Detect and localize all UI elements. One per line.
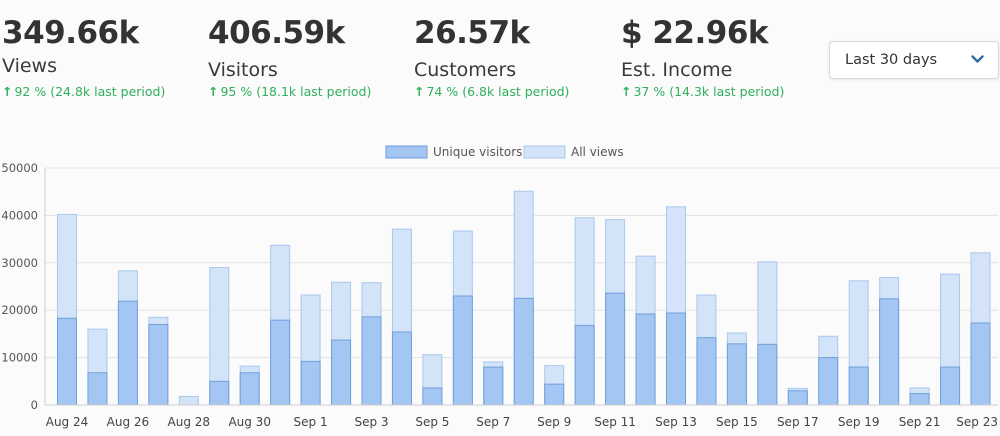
- stat-customers: 26.57k Customers ↑ 74 % (6.8k last period…: [414, 14, 569, 100]
- stat-change-text: 74 % (6.8k last period): [426, 84, 570, 99]
- bar-unique-visitors: [483, 366, 504, 406]
- bar-unique-visitors: [300, 360, 321, 406]
- bar-unique-visitors: [666, 312, 686, 406]
- bar-unique-visitors: [422, 387, 443, 406]
- y-tick-label: 20000: [1, 303, 38, 317]
- legend-label: Unique visitors: [433, 145, 522, 159]
- bar-all-views: [178, 395, 199, 406]
- y-tick-label: 10000: [1, 351, 38, 365]
- x-tick-label: Sep 3: [354, 415, 388, 429]
- bar-unique-visitors: [848, 366, 869, 406]
- bar-unique-visitors: [270, 319, 291, 406]
- stat-value: 26.57k: [414, 15, 530, 51]
- bar-unique-visitors: [879, 298, 900, 406]
- bar-unique-visitors: [635, 313, 656, 406]
- stat-change: ↑ 37 % (14.3k last period): [621, 84, 784, 100]
- stat-value: 349.66k: [2, 15, 139, 51]
- bar-unique-visitors: [818, 357, 839, 406]
- x-tick-label: Sep 9: [537, 415, 571, 429]
- x-tick-label: Aug 24: [46, 415, 89, 429]
- stat-value: 406.59k: [208, 15, 345, 51]
- arrow-up-icon: ↑: [2, 84, 13, 99]
- stat-label: Views: [2, 55, 57, 77]
- stat-visitors: 406.59k Visitors ↑ 95 % (18.1k last perio…: [208, 14, 371, 100]
- x-tick-label: Sep 17: [777, 415, 819, 429]
- x-tick-label: Sep 13: [655, 415, 697, 429]
- x-tick-label: Aug 30: [228, 415, 271, 429]
- stat-income: $ 22.96k Est. Income ↑ 37 % (14.3k last p…: [621, 14, 784, 100]
- stat-change-text: 92 % (24.8k last period): [14, 84, 166, 99]
- stat-label: Customers: [414, 59, 517, 81]
- bar-unique-visitors: [940, 366, 961, 406]
- bar-unique-visitors: [117, 300, 138, 406]
- series-unique-visitors: [57, 292, 991, 406]
- bar-unique-visitors: [331, 339, 352, 406]
- bar-unique-visitors: [361, 316, 382, 406]
- x-tick-label: Sep 15: [716, 415, 758, 429]
- legend-item-all-views[interactable]: All views: [523, 145, 624, 159]
- x-tick-label: Aug 26: [107, 415, 150, 429]
- y-tick-label: 40000: [1, 208, 38, 222]
- y-tick-label: 50000: [1, 161, 38, 175]
- bar-unique-visitors: [148, 323, 169, 406]
- bar-unique-visitors: [544, 383, 565, 406]
- stat-change: ↑ 95 % (18.1k last period): [208, 84, 371, 100]
- bar-unique-visitors: [513, 297, 534, 406]
- bar-unique-visitors: [970, 322, 991, 406]
- bar-chart: Unique visitors All views 0 10000 20000 3000…: [1, 145, 998, 429]
- bar-unique-visitors: [757, 343, 778, 406]
- legend-swatch: [385, 145, 428, 159]
- x-tick-label: Sep 1: [294, 415, 328, 429]
- y-axis: 0 10000 20000 30000 40000 50000: [1, 161, 46, 412]
- bar-unique-visitors: [909, 393, 930, 406]
- x-tick-label: Sep 21: [899, 415, 941, 429]
- x-tick-label: Aug 28: [168, 415, 211, 429]
- stat-views: 349.66k Views ↑ 92 % (24.8k last period): [2, 14, 165, 100]
- chevron-down-icon: [971, 55, 984, 63]
- x-tick-label: Sep 23: [956, 415, 998, 429]
- bar-unique-visitors: [574, 324, 595, 406]
- bar-unique-visitors: [391, 331, 412, 406]
- bar-unique-visitors: [696, 337, 717, 406]
- date-range-select[interactable]: Last 30 days: [829, 41, 999, 79]
- arrow-up-icon: ↑: [621, 84, 632, 99]
- legend-label: All views: [571, 145, 624, 159]
- stat-label: Est. Income: [621, 59, 733, 81]
- legend-item-unique-visitors[interactable]: Unique visitors: [385, 145, 522, 159]
- bar-unique-visitors: [57, 317, 77, 406]
- stat-change: ↑ 74 % (6.8k last period): [414, 84, 569, 100]
- x-axis: Aug 24 Aug 26 Aug 28 Aug 30 Sep 1 Sep 3 Sep 5 S…: [45, 404, 998, 429]
- stat-label: Visitors: [208, 59, 278, 81]
- legend-swatch: [523, 145, 566, 159]
- bar-unique-visitors: [787, 390, 808, 406]
- stat-change-text: 37 % (14.3k last period): [633, 84, 785, 99]
- date-range-value: Last 30 days: [845, 52, 938, 68]
- bar-unique-visitors: [239, 372, 260, 406]
- arrow-up-icon: ↑: [414, 84, 425, 99]
- x-tick-label: Sep 19: [838, 415, 880, 429]
- stat-change: ↑ 92 % (24.8k last period): [2, 84, 165, 100]
- x-tick-label: Sep 5: [415, 415, 449, 429]
- y-tick-label: 0: [31, 398, 38, 412]
- bar-unique-visitors: [452, 295, 473, 406]
- arrow-up-icon: ↑: [208, 84, 219, 99]
- bar-unique-visitors: [209, 380, 230, 406]
- x-tick-label: Sep 7: [476, 415, 510, 429]
- bar-unique-visitors: [605, 292, 626, 406]
- chart-legend: Unique visitors All views: [385, 145, 624, 159]
- bar-unique-visitors: [726, 343, 747, 406]
- bar-unique-visitors: [87, 372, 108, 406]
- stat-value: $ 22.96k: [621, 15, 769, 51]
- y-tick-label: 30000: [1, 256, 38, 270]
- stat-change-text: 95 % (18.1k last period): [220, 84, 372, 99]
- x-tick-label: Sep 11: [594, 415, 636, 429]
